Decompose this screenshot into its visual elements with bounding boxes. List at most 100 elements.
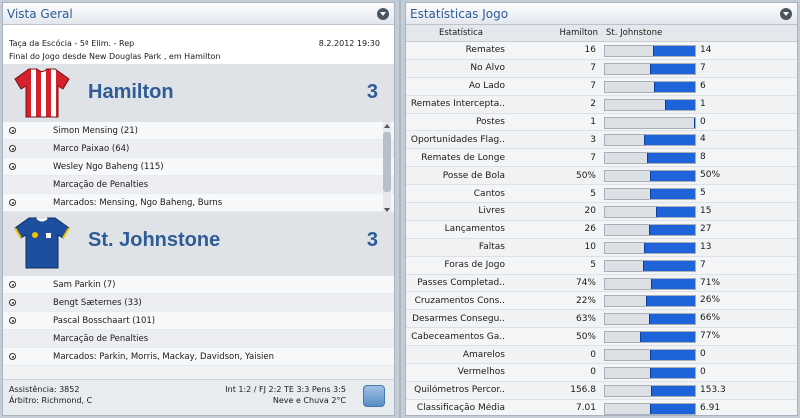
- stat-row: Cantos 5 5: [406, 185, 797, 204]
- events-scrollbar[interactable]: [383, 122, 391, 214]
- scroll-up-icon[interactable]: [384, 124, 390, 128]
- home-stat-value: 5: [590, 260, 596, 271]
- stat-row: Foras de Jogo 5 7: [406, 256, 797, 275]
- stat-row: Lançamentos 26 27: [406, 220, 797, 239]
- away-stat-value: 14: [700, 45, 712, 55]
- overview-title: Vista Geral: [7, 6, 73, 21]
- stat-row: Remates 16 14: [406, 42, 797, 60]
- stat-row: Remates Intercepta.. 2 1: [406, 96, 797, 114]
- stat-row: Ao Lado 7 6: [406, 77, 797, 96]
- ball-icon: [9, 299, 16, 306]
- event-label: Simon Mensing (21): [53, 125, 138, 136]
- stat-label: Lançamentos: [444, 224, 505, 235]
- home-stat-value: 3: [590, 134, 596, 145]
- event-row: Pascal Bosschaart (101): [3, 312, 394, 330]
- stat-row: Postes 1 0: [406, 113, 797, 132]
- away-team-score: 3: [366, 229, 378, 251]
- away-stat-fill: [650, 63, 695, 74]
- stat-row: Remates de Longe 7 8: [406, 149, 797, 168]
- stats-column-header: Estatística Hamilton St. Johnstone: [406, 25, 797, 42]
- stat-label: Posse de Bola: [442, 170, 505, 181]
- scroll-down-icon[interactable]: [384, 208, 390, 212]
- match-stats-panel: Estatísticas Jogo Estatística Hamilton S…: [405, 2, 798, 416]
- stat-label: Cabeceamentos Ga..: [411, 331, 505, 342]
- away-stat-value: 6: [700, 80, 706, 91]
- away-stat-fill: [650, 385, 695, 396]
- stat-label: Amarelos: [462, 349, 505, 360]
- ball-icon: [9, 353, 16, 360]
- stat-comparison-bar: [604, 98, 696, 111]
- event-label: Marcação de Penalties: [53, 179, 149, 190]
- home-stat-value: 50%: [575, 170, 596, 181]
- ball-icon: [9, 127, 16, 134]
- away-stat-fill: [652, 46, 695, 56]
- away-column-label[interactable]: St. Johnstone: [606, 28, 663, 38]
- stat-comparison-bar: [604, 241, 696, 254]
- ball-icon: [9, 163, 16, 170]
- stat-comparison-bar: [604, 349, 696, 362]
- event-row: Wesley Ngo Baheng (115): [3, 158, 394, 176]
- home-stat-value: 0: [590, 349, 596, 360]
- away-stat-value: 1: [700, 98, 706, 109]
- home-team-header: Hamilton 3: [3, 64, 394, 122]
- stat-comparison-bar: [604, 295, 696, 308]
- stat-label: Remates: [465, 45, 505, 56]
- away-stat-fill: [643, 135, 695, 146]
- stat-label: Postes: [475, 117, 505, 127]
- away-stat-fill: [642, 260, 695, 271]
- collapse-icon[interactable]: [780, 7, 792, 20]
- ball-icon: [9, 199, 16, 206]
- event-row: Marcação de Penalties: [3, 330, 394, 348]
- stat-row: Oportunidades Flag.. 3 4: [406, 131, 797, 150]
- event-row: Marcados: Parkin, Morris, Mackay, Davids…: [3, 348, 394, 366]
- away-stat-fill: [640, 332, 695, 343]
- stat-label: Oportunidades Flag..: [410, 134, 505, 145]
- stat-column-label[interactable]: Estatística: [438, 28, 484, 38]
- away-stat-fill: [649, 224, 695, 235]
- overview-header: Vista Geral: [3, 3, 394, 25]
- stat-row: Quilómetros Percor.. 156.8 153.3: [406, 382, 797, 400]
- home-stat-value: 1: [590, 117, 596, 127]
- away-stat-value: 5: [700, 188, 706, 199]
- stat-comparison-bar: [604, 62, 696, 75]
- stats-title: Estatísticas Jogo: [410, 6, 509, 21]
- home-team-name[interactable]: Hamilton: [88, 81, 174, 103]
- home-column-label[interactable]: Hamilton: [559, 28, 598, 38]
- weather-icon[interactable]: [363, 385, 385, 407]
- collapse-icon[interactable]: [377, 7, 389, 20]
- competition-label: Taça da Escócia - 5ª Elim. - Rep: [9, 39, 135, 48]
- away-stat-fill: [650, 171, 695, 182]
- stat-comparison-bar: [604, 206, 696, 219]
- attendance-label: Assistência: 3852: [9, 385, 80, 394]
- stat-row: Passes Completad.. 74% 71%: [406, 275, 797, 293]
- stat-label: Faltas: [478, 242, 505, 253]
- event-row: Marcados: Mensing, Ngo Baheng, Burns: [3, 194, 394, 212]
- stat-row: Posse de Bola 50% 50%: [406, 167, 797, 186]
- home-team-score: 3: [366, 81, 378, 103]
- home-stat-value: 50%: [575, 331, 596, 342]
- away-stat-fill: [694, 117, 695, 128]
- away-stat-fill: [650, 403, 695, 414]
- match-footer: Assistência: 3852 Árbitro: Richmond, C I…: [3, 379, 394, 415]
- stats-table: Remates 16 14 No Alvo 7 7 Ao Lado 7 6 Remates Int…: [406, 42, 797, 415]
- away-team-name[interactable]: St. Johnstone: [88, 229, 221, 251]
- stat-comparison-bar: [604, 259, 696, 272]
- event-row: Marcação de Penalties: [3, 176, 394, 194]
- match-stats-line: Int 1:2 / FJ 2:2 TE 3:3 Pens 3:5: [225, 385, 346, 394]
- away-team-header: St. Johnstone 3: [3, 212, 394, 276]
- stat-comparison-bar: [604, 188, 696, 201]
- panel-splitter[interactable]: [396, 0, 404, 418]
- stat-row: Faltas 10 13: [406, 239, 797, 257]
- stat-comparison-bar: [604, 223, 696, 236]
- home-stat-value: 156.8: [570, 385, 596, 396]
- venue-line: Final do Jogo desde New Douglas Park , e…: [9, 52, 221, 61]
- home-stat-value: 20: [584, 206, 596, 217]
- away-stat-fill: [643, 242, 695, 253]
- away-stat-value: 0: [700, 367, 706, 378]
- stat-comparison-bar: [604, 277, 696, 290]
- stat-label: Vermelhos: [457, 367, 505, 378]
- away-stat-value: 7: [700, 259, 706, 270]
- away-stat-value: 50%: [700, 170, 721, 181]
- scroll-thumb[interactable]: [383, 132, 391, 192]
- stat-label: Cantos: [473, 188, 505, 199]
